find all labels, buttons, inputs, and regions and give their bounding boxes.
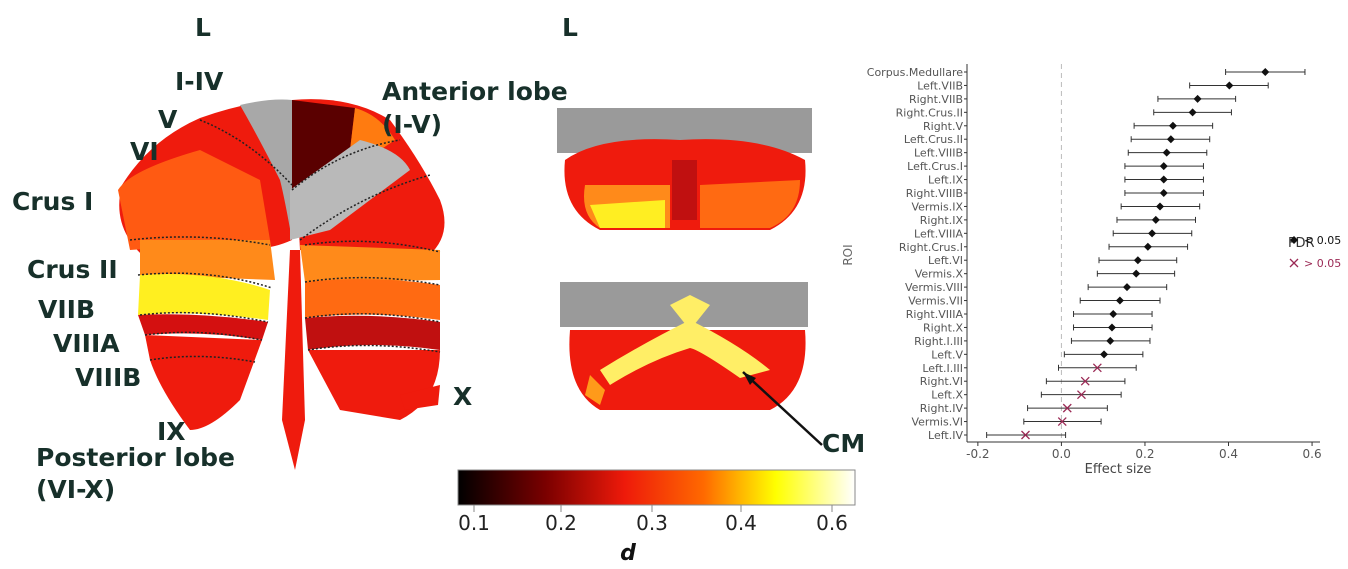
roi-label: Vermis.X (915, 268, 964, 281)
point (1109, 310, 1118, 318)
point (1159, 162, 1168, 171)
point (1133, 256, 1142, 265)
colorbar-tick-label: 0.4 (725, 511, 757, 535)
point (1156, 202, 1165, 211)
roi-label: Right.Crus.II (896, 106, 963, 119)
roi-label: Right.VIIIB (906, 187, 963, 200)
region-label: (VI-X) (36, 475, 115, 504)
x-tick-label: -0.2 (966, 447, 989, 461)
point (1115, 296, 1124, 305)
region-label: X (453, 382, 472, 411)
roi-label: Left.VIIIA (914, 227, 963, 240)
point (1100, 350, 1109, 359)
roi-label: Right.X (923, 321, 963, 334)
roi-label: Corpus.Medullare (867, 66, 963, 79)
roi-label: Left.IX (928, 174, 963, 187)
colorbar-tick-label: 0.6 (816, 511, 848, 535)
point (1132, 269, 1141, 278)
point (1107, 323, 1116, 332)
legend-label: < 0.05 (1304, 234, 1341, 247)
region-label: V (158, 105, 178, 134)
point (1159, 189, 1168, 197)
roi-label: Left.VI (928, 254, 963, 267)
roi-label: Left.Crus.I (907, 160, 963, 173)
side-label: L (562, 13, 578, 42)
point (1166, 135, 1175, 144)
x-tick-label: 0.0 (1052, 447, 1071, 461)
roi-label: Right.IX (920, 214, 964, 227)
point (1092, 363, 1102, 373)
y-axis-label: ROI (841, 244, 855, 265)
region-label: IX (157, 417, 186, 446)
roi-label: Left.IV (928, 429, 963, 442)
region-label: VI (130, 137, 159, 166)
arrow-label: CM (822, 429, 865, 458)
point (1188, 108, 1197, 117)
roi-label: Right.VI (920, 375, 963, 388)
roi-label: Right.VIIB (909, 93, 963, 106)
x-tick-label: 0.4 (1219, 447, 1238, 461)
colorbar-label: d (620, 541, 636, 566)
roi-label: Vermis.VII (908, 295, 963, 308)
side-label: L (195, 13, 211, 42)
roi-label: Left.X (931, 389, 963, 402)
region-label: (I-V) (382, 110, 442, 139)
point (1159, 175, 1168, 184)
roi-label: Left.VIIB (917, 79, 963, 92)
roi-label: Right.Crus.I (899, 241, 963, 254)
legend-label: > 0.05 (1304, 257, 1341, 270)
region-label: VIIIB (75, 363, 141, 392)
colorbar-tick-label: 0.2 (545, 511, 577, 535)
point (1151, 215, 1160, 224)
point (1021, 430, 1030, 440)
roi-label: Left.V (931, 348, 963, 361)
colorbar (457, 469, 856, 506)
point (1057, 417, 1067, 427)
point (1062, 403, 1072, 413)
point (1193, 94, 1202, 103)
slice-top (557, 108, 812, 230)
roi-label: Left.I.III (922, 362, 963, 375)
region-label: VIIIA (53, 329, 120, 358)
cm-arrowhead (743, 372, 756, 385)
roi-label: Left.VIIIB (914, 147, 963, 160)
roi-label: Right.V (923, 120, 963, 133)
region-label: VIIB (38, 295, 95, 324)
roi-label: Vermis.VI (911, 416, 963, 429)
point (1106, 336, 1115, 345)
cm-arrow (742, 371, 823, 446)
colorbar-tick-label: 0.1 (458, 511, 490, 535)
roi-label: Vermis.IX (911, 200, 963, 213)
point (1122, 283, 1131, 292)
roi-label: Right.I.III (914, 335, 963, 348)
x-tick-label: 0.6 (1303, 447, 1322, 461)
x-axis-label: Effect size (1085, 462, 1152, 477)
colorbar-tick-label: 0.3 (636, 511, 668, 535)
point (1168, 121, 1177, 130)
point (1225, 81, 1234, 90)
point (1080, 376, 1090, 386)
colorbar-ticks: 0.1 0.2 0.3 0.4 0.6 (458, 505, 848, 535)
slice-bottom (560, 282, 808, 410)
forest-plot: Effect size ROI FDR -0.2 0.0 0.2 0.4 0.6Corp… (841, 64, 1341, 477)
roi-label: Left.Crus.II (904, 133, 963, 146)
legend-marker (1289, 258, 1299, 268)
x-tick-label: 0.2 (1135, 447, 1154, 461)
point (1261, 68, 1270, 76)
point (1148, 229, 1157, 238)
flatmap (118, 99, 445, 470)
roi-label: Right.VIIIA (906, 308, 964, 321)
point (1162, 148, 1171, 157)
region-label: Crus II (27, 255, 118, 284)
region-label: Crus I (12, 187, 93, 216)
roi-label: Vermis.VIII (905, 281, 963, 294)
region-label: Anterior lobe (382, 77, 568, 106)
roi-label: Right.IV (920, 402, 964, 415)
point (1143, 242, 1152, 251)
point (1077, 390, 1086, 400)
region-label: I-IV (175, 67, 224, 96)
region-label: Posterior lobe (36, 443, 235, 472)
legend-marker (1290, 236, 1298, 244)
